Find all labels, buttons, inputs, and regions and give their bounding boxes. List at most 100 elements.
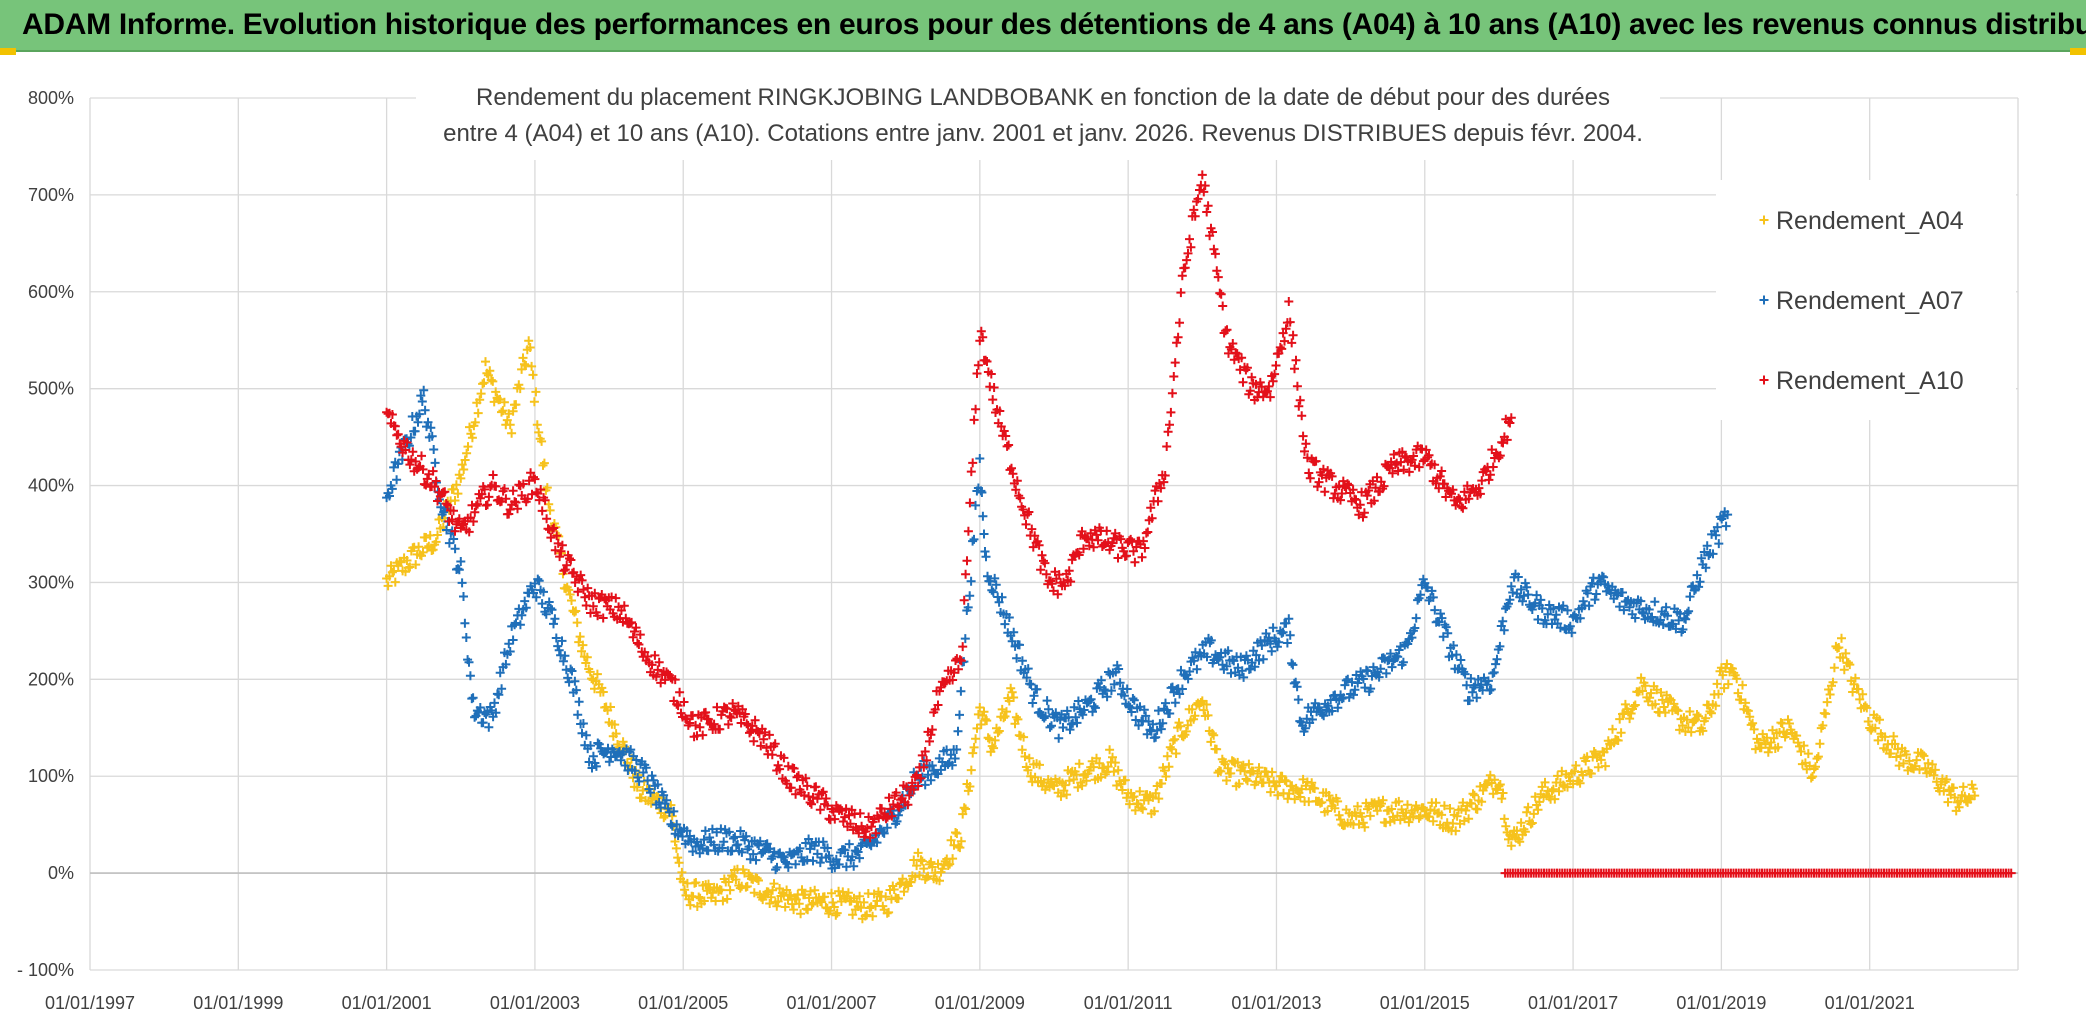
data-point xyxy=(1170,734,1180,744)
data-point xyxy=(1007,636,1017,646)
data-point xyxy=(1890,739,1900,749)
data-point xyxy=(1896,751,1906,761)
data-point xyxy=(694,892,704,902)
data-point xyxy=(592,669,602,679)
data-point xyxy=(927,862,937,872)
data-point xyxy=(531,592,541,602)
data-point xyxy=(1441,492,1451,502)
data-point xyxy=(483,500,492,510)
data-point xyxy=(653,780,663,789)
data-point xyxy=(1113,765,1123,775)
y-tick-label: 700% xyxy=(28,185,74,205)
data-point xyxy=(557,540,567,550)
data-point xyxy=(591,761,601,771)
data-point xyxy=(450,526,460,536)
data-point xyxy=(1284,614,1294,624)
data-point xyxy=(444,538,454,548)
data-point xyxy=(764,730,774,740)
data-point xyxy=(1358,818,1368,828)
data-point xyxy=(1519,591,1529,601)
data-point xyxy=(1037,550,1047,560)
data-point xyxy=(926,730,936,740)
data-point xyxy=(1250,662,1260,672)
data-point xyxy=(953,726,963,736)
data-point xyxy=(1825,690,1835,699)
data-point xyxy=(1051,708,1061,718)
data-point xyxy=(1058,723,1068,732)
data-point xyxy=(534,427,544,437)
data-point xyxy=(716,885,726,895)
data-point xyxy=(1129,792,1139,801)
data-point xyxy=(473,408,483,418)
data-point xyxy=(521,603,531,613)
data-point xyxy=(818,837,828,847)
data-point xyxy=(1388,468,1397,478)
data-point xyxy=(1451,826,1461,836)
data-point xyxy=(1403,639,1413,649)
data-point xyxy=(722,894,732,904)
data-point xyxy=(1706,708,1716,718)
data-point xyxy=(1239,672,1249,682)
data-point xyxy=(1203,201,1213,211)
data-point xyxy=(987,585,997,595)
data-point xyxy=(1023,765,1033,775)
data-point xyxy=(976,720,986,729)
data-point xyxy=(495,668,505,678)
data-point xyxy=(582,652,592,662)
data-point xyxy=(1017,656,1027,666)
data-point xyxy=(1317,709,1327,719)
data-point xyxy=(728,699,738,708)
legend-marker xyxy=(1759,215,1769,225)
data-point xyxy=(1483,676,1493,686)
data-point xyxy=(903,800,913,810)
data-point xyxy=(1064,776,1074,786)
data-point xyxy=(580,592,590,602)
data-point xyxy=(1364,486,1374,495)
data-point xyxy=(979,707,989,717)
data-point xyxy=(1608,724,1617,734)
data-point xyxy=(978,511,988,521)
data-point xyxy=(1870,723,1880,733)
data-point xyxy=(431,476,441,486)
data-point xyxy=(1853,684,1863,694)
data-point xyxy=(611,593,621,603)
data-point xyxy=(750,715,760,725)
data-point xyxy=(949,840,959,850)
data-point xyxy=(700,826,710,836)
banner-title: ADAM Informe. Evolution historique des p… xyxy=(22,8,2086,41)
data-point xyxy=(1108,752,1117,762)
data-point xyxy=(708,888,718,898)
data-point xyxy=(501,659,511,669)
data-point xyxy=(971,734,981,744)
data-point xyxy=(977,488,987,497)
data-point xyxy=(421,533,431,542)
data-point xyxy=(1237,353,1247,363)
data-point xyxy=(504,509,514,519)
data-point xyxy=(1287,658,1297,668)
data-point xyxy=(1265,639,1275,649)
data-point xyxy=(542,514,552,524)
data-point xyxy=(1066,577,1076,587)
data-point xyxy=(1270,369,1280,379)
data-point xyxy=(1147,513,1157,523)
data-point xyxy=(1537,603,1547,613)
data-point xyxy=(485,366,495,376)
legend-label: Rendement_A07 xyxy=(1776,287,1964,315)
data-point xyxy=(1698,726,1708,736)
data-point xyxy=(1472,693,1482,703)
data-point xyxy=(1083,534,1093,544)
data-point xyxy=(1813,752,1823,762)
data-point xyxy=(1839,665,1849,675)
data-point xyxy=(515,384,525,394)
data-point xyxy=(1421,445,1431,455)
data-point xyxy=(801,773,811,783)
data-point xyxy=(1348,485,1358,495)
data-point xyxy=(1079,544,1088,554)
data-point xyxy=(1616,728,1626,738)
data-point xyxy=(1120,775,1130,785)
data-point xyxy=(1047,721,1056,731)
data-point xyxy=(1290,794,1300,804)
data-point xyxy=(1456,804,1466,814)
data-point xyxy=(799,790,809,800)
data-point xyxy=(865,833,875,843)
